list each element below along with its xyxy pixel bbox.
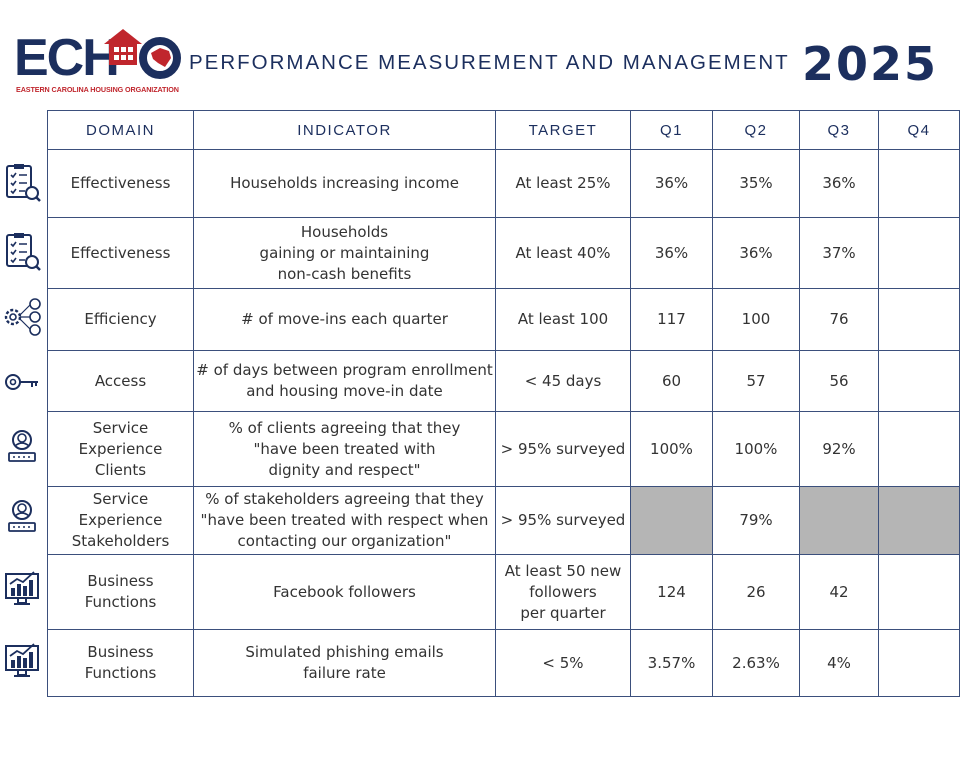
echo-logo: ECHO EASTERN CAROLINA HOUSING ORGANIZATI… bbox=[14, 29, 181, 100]
q1-cell-unavailable bbox=[630, 486, 713, 555]
indicator-cell: Households increasing income bbox=[193, 149, 496, 218]
domain-cell: Access bbox=[47, 350, 194, 412]
q4-cell-unavailable bbox=[878, 486, 960, 555]
q4-cell bbox=[878, 629, 960, 697]
header-target: TARGET bbox=[495, 110, 631, 150]
table-row: Effectiveness Households gaining or main… bbox=[47, 217, 960, 289]
q3-cell: 42 bbox=[799, 554, 879, 630]
header-q1: Q1 bbox=[630, 110, 713, 150]
year: 2025 bbox=[802, 37, 939, 91]
target-cell: At least 25% bbox=[495, 149, 631, 218]
service-person-icon bbox=[8, 500, 36, 532]
target-cell: < 45 days bbox=[495, 350, 631, 412]
q3-cell: 76 bbox=[799, 288, 879, 351]
q2-cell: 57 bbox=[712, 350, 800, 412]
q4-cell bbox=[878, 350, 960, 412]
q1-cell: 3.57% bbox=[630, 629, 713, 697]
chart-monitor-icon bbox=[5, 643, 39, 677]
state-map-icon bbox=[139, 37, 181, 79]
q2-cell: 2.63% bbox=[712, 629, 800, 697]
q3-cell-unavailable bbox=[799, 486, 879, 555]
indicator-cell: # of days between program enrollment and… bbox=[193, 350, 496, 412]
header-indicator: INDICATOR bbox=[193, 110, 496, 150]
domain-cell: Business Functions bbox=[47, 554, 194, 630]
target-cell: At least 50 new followers per quarter bbox=[495, 554, 631, 630]
q4-cell bbox=[878, 149, 960, 218]
q4-cell bbox=[878, 554, 960, 630]
header-q3: Q3 bbox=[799, 110, 879, 150]
q1-cell: 60 bbox=[630, 350, 713, 412]
q2-cell: 79% bbox=[712, 486, 800, 555]
table-row: Service Experience Clients % of clients … bbox=[47, 411, 960, 487]
target-cell: At least 40% bbox=[495, 217, 631, 289]
domain-cell: Effectiveness bbox=[47, 149, 194, 218]
service-person-icon bbox=[8, 430, 36, 462]
q3-cell: 4% bbox=[799, 629, 879, 697]
indicator-cell: Simulated phishing emails failure rate bbox=[193, 629, 496, 697]
q3-cell: 36% bbox=[799, 149, 879, 218]
table-row: Access # of days between program enrollm… bbox=[47, 350, 960, 412]
table-row: Business Functions Facebook followers At… bbox=[47, 554, 960, 630]
indicator-cell: # of move-ins each quarter bbox=[193, 288, 496, 351]
q4-cell bbox=[878, 217, 960, 289]
house-icon bbox=[104, 29, 142, 65]
q3-cell: 92% bbox=[799, 411, 879, 487]
domain-cell: Service Experience Clients bbox=[47, 411, 194, 487]
table-row: Effectiveness Households increasing inco… bbox=[47, 149, 960, 218]
q2-cell: 100% bbox=[712, 411, 800, 487]
indicator-cell: Facebook followers bbox=[193, 554, 496, 630]
q1-cell: 124 bbox=[630, 554, 713, 630]
indicator-cell: % of clients agreeing that they "have be… bbox=[193, 411, 496, 487]
q4-cell bbox=[878, 288, 960, 351]
indicator-cell: Households gaining or maintaining non-ca… bbox=[193, 217, 496, 289]
logo-subtitle: EASTERN CAROLINA HOUSING ORGANIZATION bbox=[16, 85, 179, 94]
table-row: Efficiency # of move-ins each quarter At… bbox=[47, 288, 960, 351]
header-q4: Q4 bbox=[878, 110, 960, 150]
page-title: PERFORMANCE MEASUREMENT AND MANAGEMENT bbox=[189, 51, 790, 74]
checklist-icon bbox=[6, 164, 41, 202]
q2-cell: 26 bbox=[712, 554, 800, 630]
q1-cell: 117 bbox=[630, 288, 713, 351]
q1-cell: 36% bbox=[630, 149, 713, 218]
q3-cell: 56 bbox=[799, 350, 879, 412]
domain-cell: Service Experience Stakeholders bbox=[47, 486, 194, 555]
domain-cell: Effectiveness bbox=[47, 217, 194, 289]
table-row: Service Experience Stakeholders % of sta… bbox=[47, 486, 960, 555]
logo-text: ECHO bbox=[14, 29, 120, 87]
header: ECHO EASTERN CAROLINA HOUSING ORGANIZATI… bbox=[0, 0, 975, 105]
table-row: Business Functions Simulated phishing em… bbox=[47, 629, 960, 697]
target-cell: < 5% bbox=[495, 629, 631, 697]
domain-cell: Efficiency bbox=[47, 288, 194, 351]
q4-cell bbox=[878, 411, 960, 487]
table-header-row: DOMAIN INDICATOR TARGET Q1 Q2 Q3 Q4 bbox=[47, 110, 960, 150]
target-cell: At least 100 bbox=[495, 288, 631, 351]
performance-table: DOMAIN INDICATOR TARGET Q1 Q2 Q3 Q4 Effe… bbox=[47, 110, 960, 697]
q2-cell: 35% bbox=[712, 149, 800, 218]
indicator-cell: % of stakeholders agreeing that they "ha… bbox=[193, 486, 496, 555]
checklist-icon bbox=[6, 233, 41, 271]
header-q2: Q2 bbox=[712, 110, 800, 150]
q3-cell: 37% bbox=[799, 217, 879, 289]
q2-cell: 100 bbox=[712, 288, 800, 351]
chart-monitor-icon bbox=[5, 571, 39, 605]
gears-money-icon bbox=[4, 298, 41, 336]
target-cell: > 95% surveyed bbox=[495, 486, 631, 555]
key-icon bbox=[5, 374, 38, 390]
domain-cell: Business Functions bbox=[47, 629, 194, 697]
q2-cell: 36% bbox=[712, 217, 800, 289]
header-domain: DOMAIN bbox=[47, 110, 194, 150]
q1-cell: 36% bbox=[630, 217, 713, 289]
q1-cell: 100% bbox=[630, 411, 713, 487]
target-cell: > 95% surveyed bbox=[495, 411, 631, 487]
